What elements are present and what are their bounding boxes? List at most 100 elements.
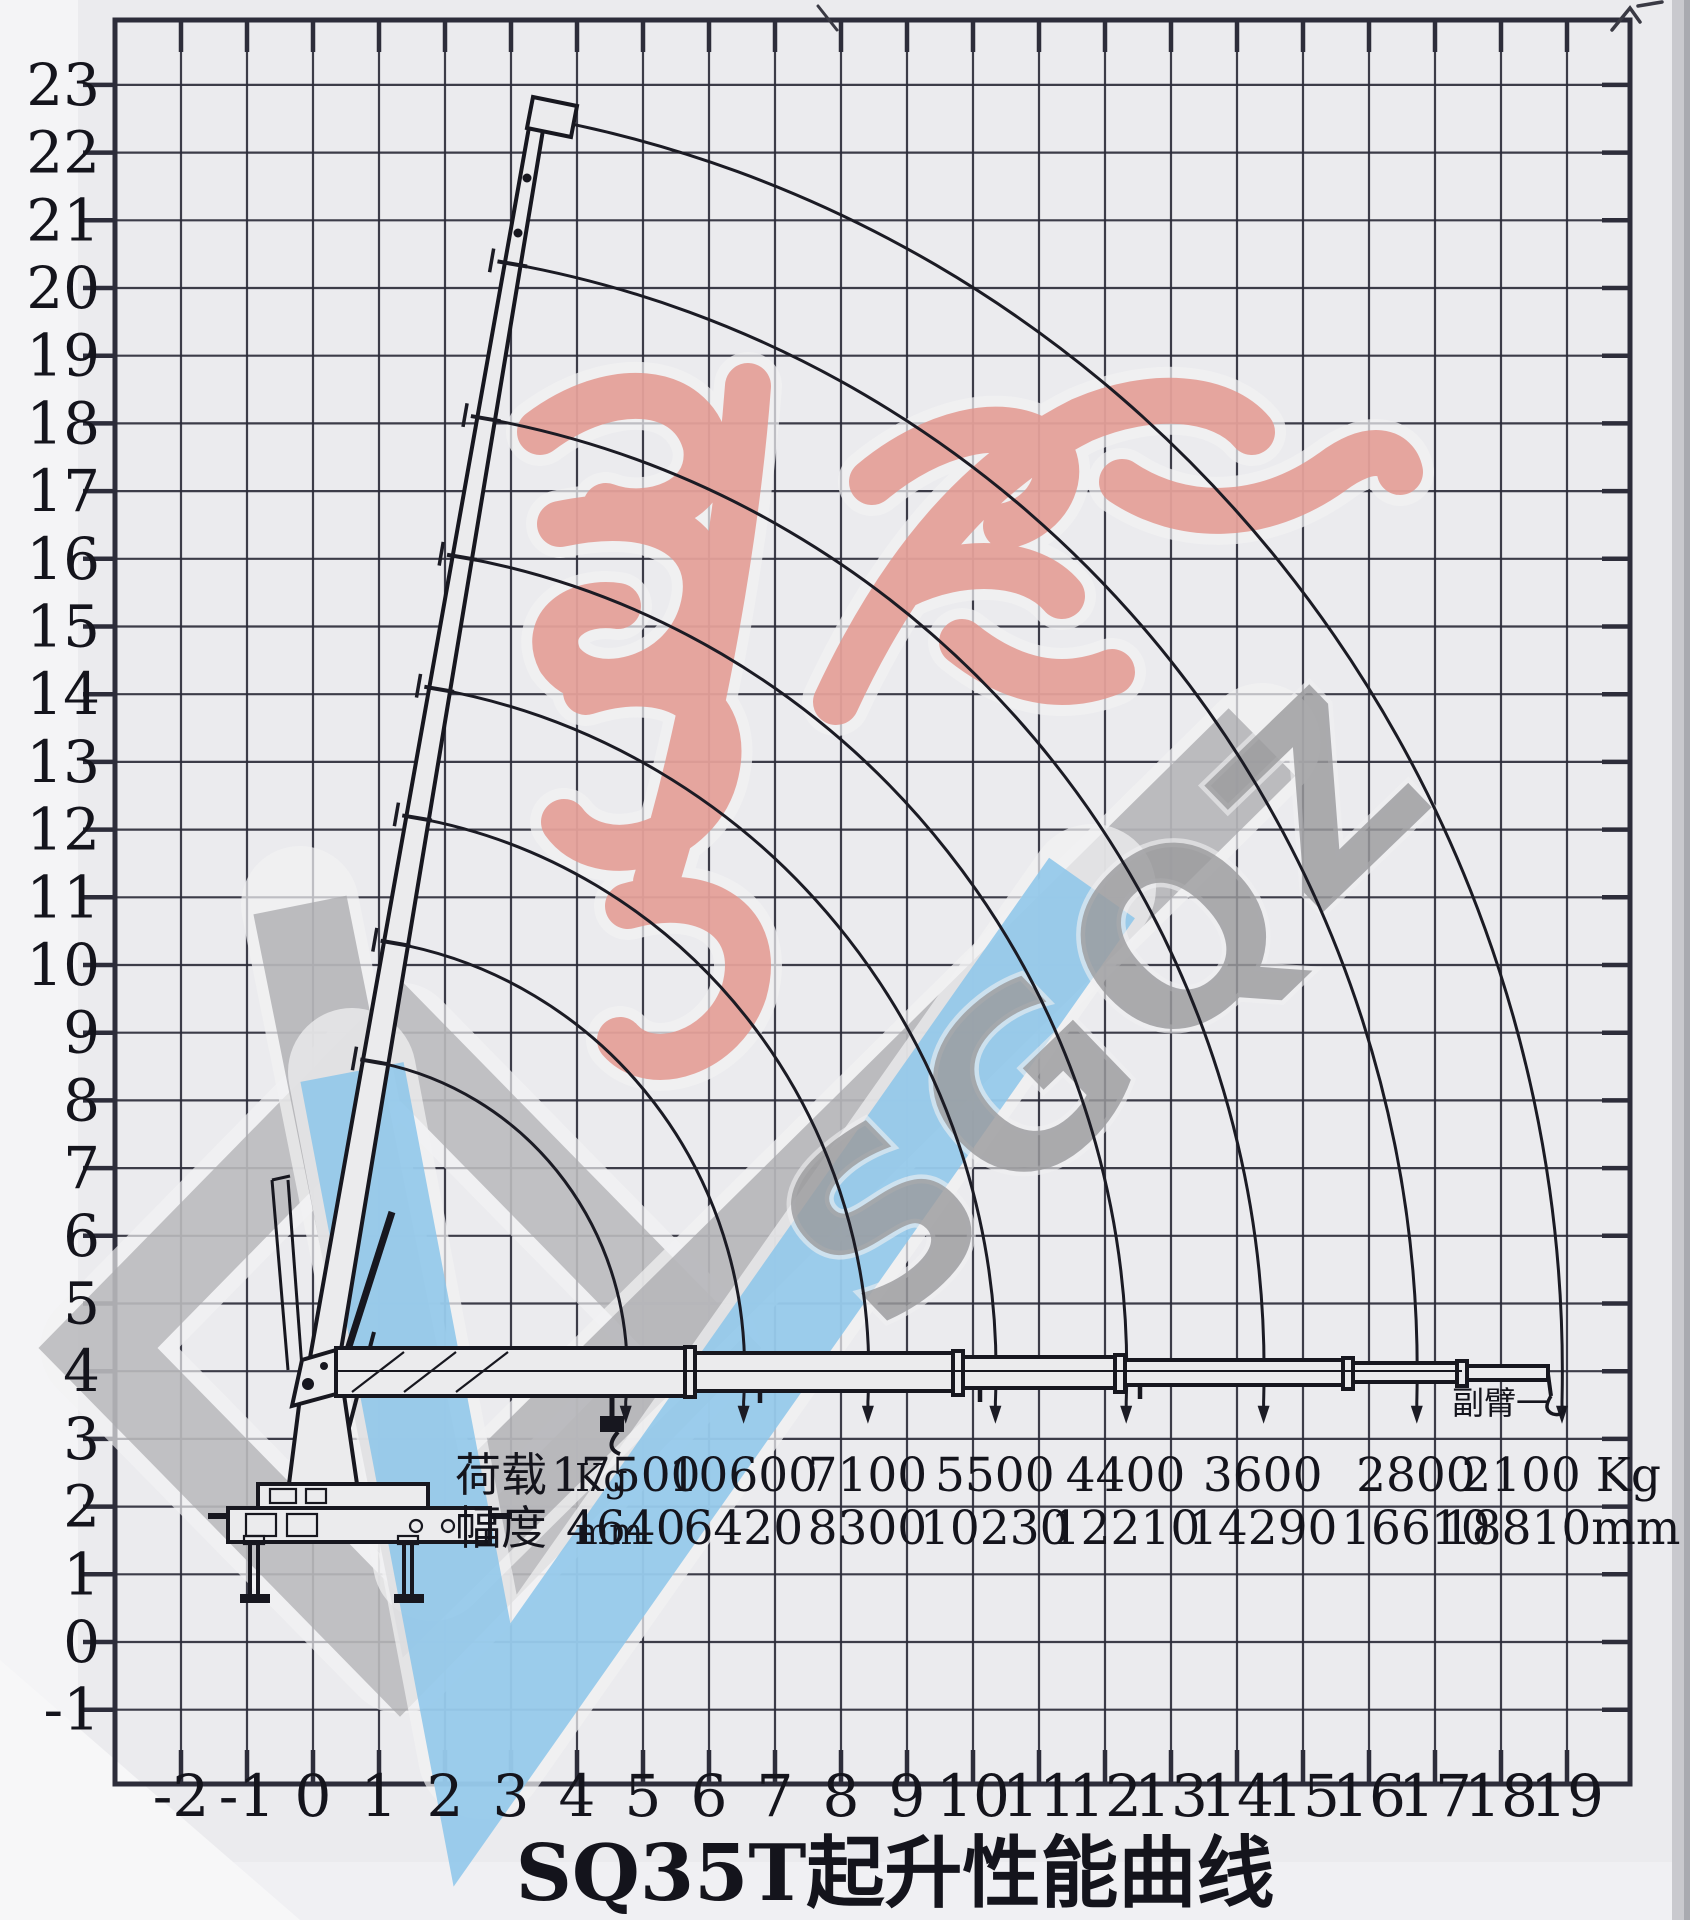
knuckle-pin xyxy=(320,1362,328,1370)
y-axis-tick-label: 16 xyxy=(26,525,100,593)
x-axis-tick-label: 14 xyxy=(1200,1762,1274,1830)
y-axis-tick-label: 22 xyxy=(26,119,100,187)
boom-section-4 xyxy=(1118,1358,1350,1387)
red-calligraphy-watermark-2 xyxy=(813,377,1423,725)
outrigger-foot xyxy=(240,1594,270,1603)
load-curve xyxy=(511,262,1419,1408)
boom-joint-tab xyxy=(392,802,401,827)
y-axis-tick-label: 0 xyxy=(63,1608,100,1676)
inner-arm-edge xyxy=(270,1179,290,1371)
boom-joint-mark xyxy=(380,938,411,948)
jib-tip-hook xyxy=(1545,1395,1567,1417)
x-axis-tick-label: 12 xyxy=(1068,1762,1142,1830)
section-plate xyxy=(1113,1353,1127,1394)
radius-value: 14290 xyxy=(1188,1501,1338,1556)
knuckle-pin xyxy=(302,1378,314,1390)
radius-value: 8300 xyxy=(808,1501,928,1556)
blue-check-watermark xyxy=(300,857,1135,1887)
radius-value: 4640 xyxy=(566,1501,686,1556)
y-axis-tick-label: 20 xyxy=(26,254,100,322)
y-axis-tick-label: 8 xyxy=(63,1066,100,1134)
axis-and-table-labels: -2 -1 0 1 2 3 4 5 6 7 8 9 10111213141516171819232221… xyxy=(26,51,1680,1830)
load-value: 4400 xyxy=(1066,1448,1186,1503)
load-curve xyxy=(394,941,747,1408)
load-value: 7100 xyxy=(808,1448,928,1503)
section-plate xyxy=(1455,1359,1469,1388)
x-axis-tick-label: 1 xyxy=(361,1762,398,1830)
radius-value: 16610 xyxy=(1341,1501,1491,1556)
y-axis-tick-label: 1 xyxy=(63,1540,100,1608)
platform-detail xyxy=(268,1487,298,1505)
load-row-label: 荷载 xyxy=(455,1448,547,1502)
load-curve xyxy=(415,816,871,1408)
y-axis-tick-label: 12 xyxy=(26,796,100,864)
load-curve xyxy=(373,1060,629,1408)
boom-joint-tab xyxy=(437,541,445,566)
boom-joint-mark xyxy=(424,684,455,694)
x-axis-tick-label: 7 xyxy=(757,1762,794,1830)
curve-arrowhead xyxy=(861,1405,874,1424)
x-axis-tick-label: 16 xyxy=(1332,1762,1406,1830)
boom-joint-tab xyxy=(461,402,469,428)
chassis-detail xyxy=(440,1518,456,1534)
y-axis-tick-label: 23 xyxy=(26,51,100,119)
y-axis-tick-label: 14 xyxy=(26,660,100,728)
y-axis-tick-label: 18 xyxy=(26,389,100,457)
load-curve xyxy=(536,115,1564,1408)
jib-label: 副臂一 xyxy=(1452,1384,1548,1422)
y-axis-tick-label: 13 xyxy=(26,728,100,796)
y-axis-tick-label: 2 xyxy=(63,1473,100,1541)
x-axis-tick-label: 13 xyxy=(1134,1762,1208,1830)
radius-row-unit: mm xyxy=(575,1512,643,1553)
x-axis-tick-label: 11 xyxy=(1002,1762,1076,1830)
hook-block xyxy=(600,1416,624,1432)
x-axis-tick-label: 6 xyxy=(691,1762,728,1830)
boom-joint-tab xyxy=(414,673,423,698)
x-axis-tick-label: 5 xyxy=(625,1762,662,1830)
y-axis-tick-label: 15 xyxy=(26,593,100,661)
x-axis-tick-label: 3 xyxy=(493,1762,530,1830)
y-axis-tick-label: 11 xyxy=(26,863,100,931)
boom-joint-tab xyxy=(371,927,379,952)
x-axis-tick-label: 17 xyxy=(1398,1762,1472,1830)
boom-joint-mark xyxy=(497,259,528,269)
y-axis-tick-label: 5 xyxy=(63,1270,100,1338)
curve-arrowhead xyxy=(989,1405,1002,1424)
radius-value: 12210 xyxy=(1051,1501,1201,1556)
curve-arrowhead xyxy=(737,1405,750,1424)
load-value: 5500 xyxy=(935,1448,1055,1503)
load-value: 2800 xyxy=(1356,1448,1476,1503)
outrigger-top xyxy=(396,1534,420,1546)
curve-arrowhead xyxy=(1410,1405,1423,1424)
y-axis-tick-label: 6 xyxy=(63,1202,100,1270)
hook xyxy=(609,1430,621,1456)
boom-tip-sheave xyxy=(524,94,580,140)
y-axis-tick-label: 19 xyxy=(26,322,100,390)
y-axis-tick-label: 4 xyxy=(63,1337,100,1405)
boom-dot xyxy=(522,173,532,183)
chassis-detail xyxy=(285,1512,319,1538)
radius-value: 18810mm xyxy=(1442,1501,1681,1556)
boom-joint-mark xyxy=(401,813,433,823)
inner-arm-cap xyxy=(271,1174,291,1182)
radius-row-label: 幅度 xyxy=(455,1501,547,1555)
x-axis-tick-label: 0 xyxy=(295,1762,332,1830)
boom-dot xyxy=(513,228,523,238)
chassis-detail xyxy=(408,1518,424,1534)
x-axis-tick-label: 18 xyxy=(1464,1762,1538,1830)
load-row-unit: Kg xyxy=(575,1456,628,1500)
load-curves xyxy=(373,115,1568,1424)
outrigger-top xyxy=(242,1534,266,1546)
load-value: 10600 xyxy=(669,1448,819,1503)
jib-tip-cable xyxy=(1546,1373,1553,1397)
section-plate xyxy=(951,1349,965,1397)
chart-border xyxy=(112,17,1633,1787)
x-axis-tick-label: 4 xyxy=(559,1762,596,1830)
fly-jib xyxy=(1460,1364,1550,1382)
scan-marks xyxy=(816,0,1664,32)
y-axis-tick-label: 21 xyxy=(26,186,100,254)
section-plate xyxy=(1341,1356,1355,1391)
y-axis-tick-label: 7 xyxy=(63,1134,100,1202)
